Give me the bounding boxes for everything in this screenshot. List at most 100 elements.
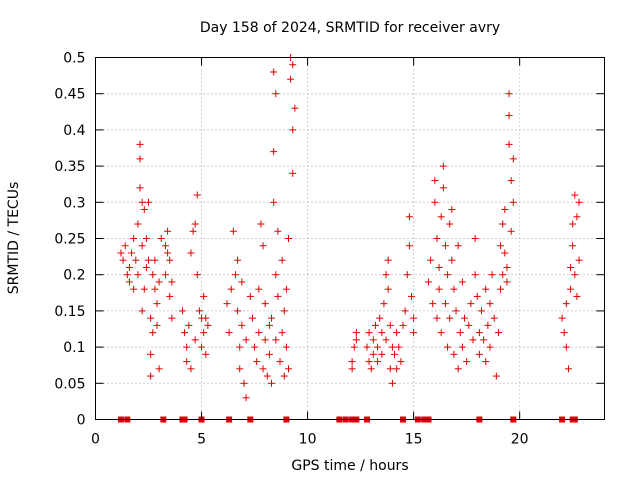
data-point <box>497 285 505 293</box>
data-point <box>236 365 244 373</box>
data-point <box>284 365 292 373</box>
data-point <box>439 184 447 192</box>
data-point <box>132 256 140 264</box>
data-point <box>365 358 373 366</box>
data-point <box>439 162 447 170</box>
data-point <box>204 321 212 329</box>
data-point <box>168 314 176 322</box>
data-point <box>187 365 195 373</box>
data-point <box>348 365 356 373</box>
data-points <box>117 54 583 402</box>
data-point <box>573 213 581 221</box>
y-tick-label: 0.5 <box>63 51 85 67</box>
data-point <box>270 148 278 156</box>
data-point <box>444 271 452 279</box>
data-point <box>571 271 579 279</box>
data-point <box>117 249 125 257</box>
data-point <box>229 227 237 235</box>
data-point <box>284 235 292 242</box>
data-point <box>507 177 515 185</box>
data-point <box>187 249 195 257</box>
data-point <box>257 220 265 228</box>
data-point <box>259 242 267 250</box>
data-point <box>147 350 155 358</box>
data-point <box>471 235 479 242</box>
chart-title: Day 158 of 2024, SRMTID for receiver avr… <box>200 20 500 36</box>
x-tick-label: 5 <box>197 432 206 448</box>
data-point <box>276 358 284 366</box>
data-point <box>499 220 507 228</box>
data-point <box>348 358 356 366</box>
data-point <box>289 169 297 177</box>
data-point <box>450 350 458 358</box>
x-tick-label: 15 <box>405 432 423 448</box>
data-point <box>391 350 399 358</box>
data-point <box>471 271 479 279</box>
data-point <box>463 358 471 366</box>
data-point <box>503 263 511 271</box>
data-point <box>191 336 199 344</box>
data-point <box>291 104 299 112</box>
y-tick-label: 0.1 <box>63 340 85 356</box>
data-point <box>263 372 271 380</box>
data-point <box>401 307 409 315</box>
y-axis: 0 0.05 0.1 0.15 0.2 0.25 0.3 0.35 0.4 0.45 0.5 <box>54 51 605 429</box>
data-point <box>255 285 263 293</box>
data-point <box>274 227 282 235</box>
data-point <box>280 372 288 380</box>
data-point <box>448 206 456 214</box>
data-point <box>136 184 144 192</box>
data-point <box>225 329 233 337</box>
data-point <box>441 300 449 308</box>
data-point <box>386 321 394 329</box>
data-point <box>350 343 358 351</box>
data-point <box>505 140 513 148</box>
data-point <box>448 256 456 264</box>
data-point <box>242 394 250 402</box>
data-point <box>202 350 210 358</box>
data-point <box>431 177 439 185</box>
data-point <box>452 307 460 315</box>
data-point <box>147 314 155 322</box>
data-point <box>147 372 155 380</box>
data-point <box>142 235 150 242</box>
data-point <box>484 321 492 329</box>
data-point <box>151 256 159 264</box>
data-point <box>454 365 462 373</box>
data-point <box>178 307 186 315</box>
data-point <box>562 343 570 351</box>
data-point <box>456 329 464 337</box>
data-point <box>374 343 382 351</box>
data-point <box>501 249 509 257</box>
data-point <box>166 292 174 300</box>
data-point <box>280 307 288 315</box>
data-point <box>268 379 276 387</box>
data-point <box>121 242 129 250</box>
x-tick-label: 20 <box>511 432 529 448</box>
data-point <box>374 358 382 366</box>
data-point <box>200 329 208 337</box>
data-point <box>253 358 261 366</box>
data-point <box>567 263 575 271</box>
data-point <box>195 307 203 315</box>
data-point <box>461 314 469 322</box>
data-point <box>494 329 502 337</box>
data-point <box>278 329 286 337</box>
data-point <box>136 155 144 163</box>
data-point <box>497 242 505 250</box>
x-axis: 0 5 10 15 20 <box>91 57 529 448</box>
data-point <box>282 285 290 293</box>
data-point <box>564 365 572 373</box>
data-point <box>446 220 454 228</box>
data-point <box>399 321 407 329</box>
data-point <box>408 292 416 300</box>
data-point <box>384 285 392 293</box>
data-point <box>444 343 452 351</box>
data-point <box>134 220 142 228</box>
data-point <box>473 292 481 300</box>
data-point <box>138 307 146 315</box>
data-point <box>123 271 131 279</box>
data-point <box>261 300 269 308</box>
